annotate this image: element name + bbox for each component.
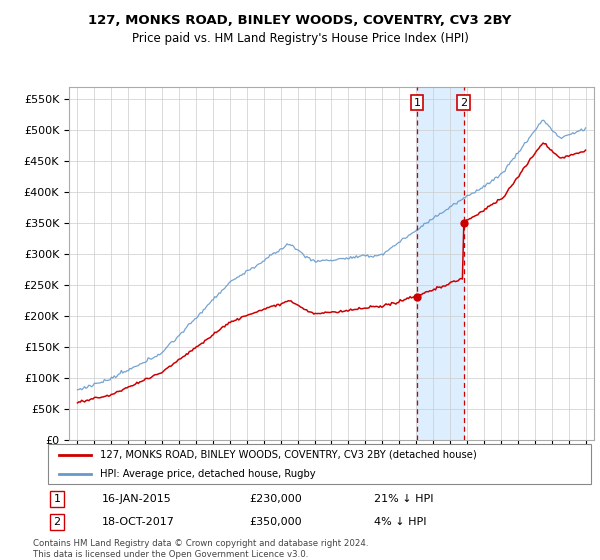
Text: 127, MONKS ROAD, BINLEY WOODS, COVENTRY, CV3 2BY (detached house): 127, MONKS ROAD, BINLEY WOODS, COVENTRY,… — [100, 450, 476, 460]
Text: £350,000: £350,000 — [249, 517, 302, 526]
FancyBboxPatch shape — [48, 444, 591, 484]
Text: Price paid vs. HM Land Registry's House Price Index (HPI): Price paid vs. HM Land Registry's House … — [131, 32, 469, 45]
Text: 2: 2 — [460, 97, 467, 108]
Text: 127, MONKS ROAD, BINLEY WOODS, COVENTRY, CV3 2BY: 127, MONKS ROAD, BINLEY WOODS, COVENTRY,… — [88, 14, 512, 27]
Text: HPI: Average price, detached house, Rugby: HPI: Average price, detached house, Rugb… — [100, 469, 315, 478]
Text: 16-JAN-2015: 16-JAN-2015 — [103, 494, 172, 503]
Text: 1: 1 — [413, 97, 421, 108]
Text: 4% ↓ HPI: 4% ↓ HPI — [374, 517, 426, 526]
Text: 2: 2 — [53, 517, 61, 526]
Text: Contains HM Land Registry data © Crown copyright and database right 2024.
This d: Contains HM Land Registry data © Crown c… — [33, 539, 368, 559]
Bar — [417, 87, 464, 440]
Text: 1: 1 — [53, 494, 61, 503]
Text: £230,000: £230,000 — [249, 494, 302, 503]
Text: 18-OCT-2017: 18-OCT-2017 — [103, 517, 175, 526]
Text: 21% ↓ HPI: 21% ↓ HPI — [374, 494, 433, 503]
